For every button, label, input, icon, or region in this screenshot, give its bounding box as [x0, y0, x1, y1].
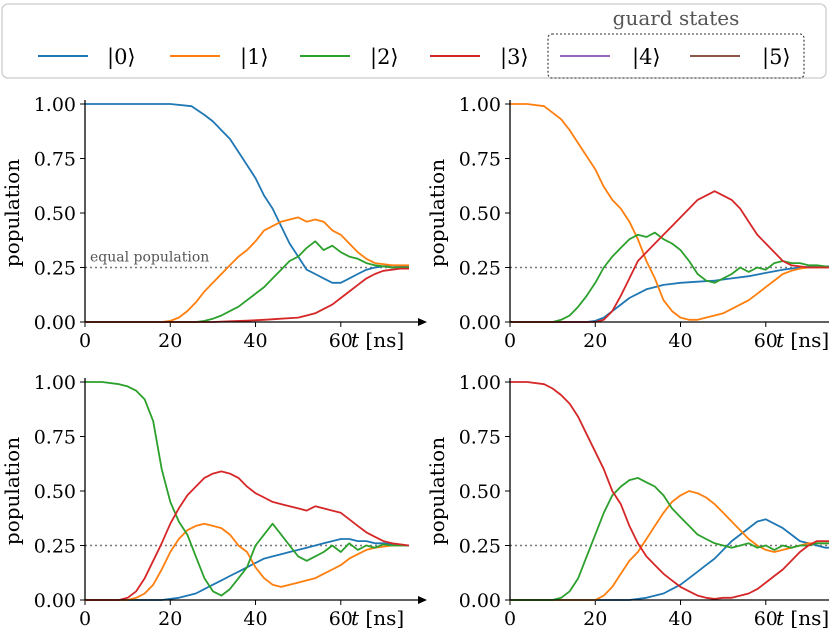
legend-label-4: |4⟩ [632, 45, 661, 70]
series-state-1 [510, 103, 829, 321]
x-tick-label: 40 [243, 330, 267, 352]
y-tick-label: 1.00 [34, 372, 76, 394]
panel-initial-state-2: population 0.00 0.25 0.50 0.75 1.00 0 20 40 60t [… [0, 372, 427, 630]
panel-initial-state-3: population 0.00 0.25 0.50 0.75 1.00 0 20 40 60t [… [425, 372, 829, 630]
legend-label-1: |1⟩ [240, 45, 269, 70]
y-tick-label: 0.50 [34, 481, 76, 503]
x-tick-label: 40 [668, 608, 692, 630]
x-tick-label: 20 [158, 330, 182, 352]
x-axis-label: t [ns] [776, 606, 829, 630]
y-tick-label: 0.00 [459, 312, 501, 334]
y-tick-label: 0.50 [34, 203, 76, 225]
y-axis-label: population [0, 159, 24, 267]
y-axis-label: population [0, 437, 24, 545]
legend-label-0: |0⟩ [107, 45, 136, 70]
y-tick-label: 0.75 [34, 427, 76, 449]
legend-label-3: |3⟩ [500, 45, 529, 70]
legend: guard states |0⟩ |1⟩ |2⟩ |3⟩ |4⟩ |5⟩ [1, 3, 827, 79]
x-tick-label: 0 [504, 330, 516, 352]
y-tick-label: 1.00 [34, 94, 76, 116]
x-tick-label: 20 [158, 608, 182, 630]
y-tick-label: 0.25 [34, 536, 76, 558]
series-state-2 [510, 476, 829, 601]
x-tick-label: 60 [754, 330, 778, 352]
y-axis-label: population [425, 159, 449, 267]
series-state-2 [85, 240, 409, 323]
series-state-1 [85, 216, 409, 323]
x-tick-label: 0 [79, 608, 91, 630]
x-tick-label: 60 [754, 608, 778, 630]
x-axis-arrow [418, 318, 427, 326]
x-tick-label: 0 [504, 608, 516, 630]
series-state-3 [510, 190, 829, 323]
x-tick-label: 40 [243, 608, 267, 630]
series-state-3 [85, 267, 409, 323]
guard-states-box [547, 33, 805, 79]
x-axis-arrow [418, 596, 427, 604]
y-tick-label: 0.25 [34, 258, 76, 280]
y-tick-label: 1.00 [459, 372, 501, 394]
legend-frame [1, 3, 827, 79]
panel-initial-state-1: population 0.00 0.25 0.50 0.75 1.00 0 20 40 60t [… [425, 94, 829, 352]
legend-entry-1: |1⟩ [170, 45, 269, 70]
x-axis-label: t [ns] [351, 328, 404, 352]
y-tick-label: 0.75 [459, 427, 501, 449]
series-state-0 [85, 103, 409, 284]
series-state-0 [510, 518, 829, 601]
y-tick-label: 0.00 [34, 312, 76, 334]
y-tick-label: 1.00 [459, 94, 501, 116]
x-tick-label: 20 [583, 330, 607, 352]
y-tick-label: 0.00 [34, 590, 76, 612]
y-axis-label: population [425, 437, 449, 545]
y-tick-label: 0.00 [459, 590, 501, 612]
series-state-3 [85, 470, 410, 601]
x-tick-label: 60 [329, 608, 353, 630]
x-tick-label: 40 [668, 330, 692, 352]
legend-label-5: |5⟩ [762, 45, 791, 70]
panel-initial-state-0: population 0.00 0.25 0.50 0.75 1.00 0 20 40 60t [… [0, 94, 427, 352]
legend-entry-5: |5⟩ [690, 45, 791, 70]
y-tick-label: 0.50 [459, 481, 501, 503]
legend-entry-2: |2⟩ [300, 45, 399, 70]
series-state-3 [510, 381, 829, 600]
legend-entry-0: |0⟩ [38, 45, 136, 70]
y-tick-label: 0.75 [34, 149, 76, 171]
legend-entry-4: |4⟩ [560, 45, 661, 70]
legend-entry-3: |3⟩ [430, 45, 529, 70]
y-tick-label: 0.75 [459, 149, 501, 171]
y-tick-label: 0.25 [459, 536, 501, 558]
y-tick-label: 0.25 [459, 258, 501, 280]
equal-population-label: equal population [90, 250, 209, 266]
x-axis-label: t [ns] [351, 606, 404, 630]
guard-states-title: guard states [613, 6, 740, 30]
series-state-0 [85, 538, 409, 601]
legend-label-2: |2⟩ [370, 45, 399, 70]
x-tick-label: 20 [583, 608, 607, 630]
series-state-1 [85, 522, 409, 601]
x-axis-label: t [ns] [776, 328, 829, 352]
series-state-2 [85, 381, 409, 597]
x-tick-label: 0 [79, 330, 91, 352]
x-tick-label: 60 [329, 330, 353, 352]
y-tick-label: 0.50 [459, 203, 501, 225]
